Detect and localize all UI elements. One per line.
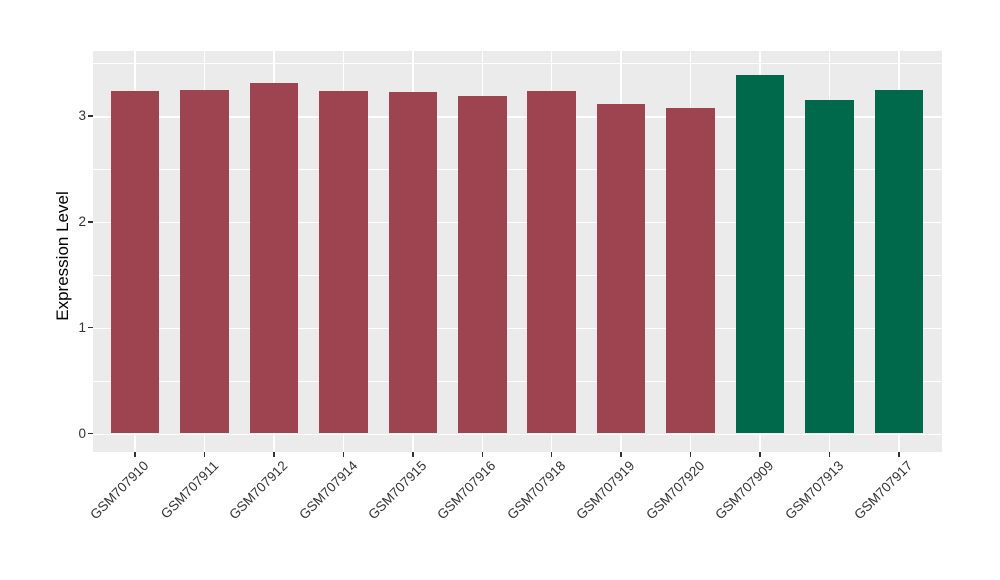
x-tick-mark (828, 452, 831, 457)
plot-panel (93, 51, 942, 452)
gridline-major (93, 116, 942, 118)
gridline-minor (93, 380, 942, 382)
x-tick-mark (759, 452, 761, 457)
x-tick-label: GSM707911 (157, 458, 222, 522)
bar-GSM707915 (388, 91, 438, 434)
bar-GSM707914 (319, 90, 368, 434)
bar-GSM707913 (805, 100, 854, 434)
gridline-major (93, 433, 942, 435)
bar-GSM707919 (596, 104, 646, 434)
gridline-major (93, 221, 942, 224)
y-tick-label: 0 (78, 425, 86, 441)
x-tick-mark (620, 452, 622, 457)
x-tick-label: GSM707920 (643, 458, 708, 523)
x-tick-label: GSM707919 (573, 458, 638, 523)
bar-GSM707917 (874, 89, 924, 434)
x-tick-label: GSM707912 (226, 458, 291, 523)
gridline-major (93, 327, 942, 330)
x-tick-mark (689, 452, 692, 457)
x-tick-mark (550, 452, 553, 457)
bar-GSM707910 (110, 90, 160, 434)
x-tick-mark (898, 452, 900, 457)
x-tick-label: GSM707916 (434, 458, 499, 523)
x-tick-mark (481, 452, 483, 457)
bar-GSM707911 (180, 89, 229, 434)
x-tick-label: GSM707910 (87, 458, 152, 523)
y-tick-label: 3 (78, 108, 86, 124)
x-tick-mark (273, 452, 275, 457)
gridline-minor (93, 63, 942, 64)
bar-GSM707920 (666, 107, 715, 434)
x-tick-mark (203, 452, 206, 457)
gridline-minor (93, 169, 942, 170)
x-tick-label: GSM707913 (781, 458, 847, 523)
y-tick-mark (88, 432, 93, 435)
x-tick-label: GSM707909 (712, 458, 777, 523)
x-tick-mark (412, 452, 414, 457)
y-tick-mark (88, 221, 93, 223)
x-tick-label: GSM707918 (504, 458, 569, 523)
x-tick-label: GSM707915 (365, 458, 430, 523)
bar-GSM707912 (249, 83, 299, 434)
bar-GSM707909 (735, 74, 785, 434)
bar-GSM707916 (458, 95, 507, 434)
y-axis-title: Expression Level (53, 191, 72, 321)
bar-GSM707918 (527, 90, 576, 434)
y-tick-mark (88, 115, 93, 117)
x-tick-label: GSM707914 (295, 458, 360, 523)
gridline-minor (93, 274, 942, 276)
x-tick-mark (134, 452, 136, 457)
x-tick-label: GSM707917 (851, 458, 916, 523)
y-tick-mark (88, 326, 93, 329)
y-tick-label: 2 (78, 213, 86, 229)
x-tick-mark (342, 452, 345, 457)
y-tick-label: 1 (78, 319, 86, 335)
